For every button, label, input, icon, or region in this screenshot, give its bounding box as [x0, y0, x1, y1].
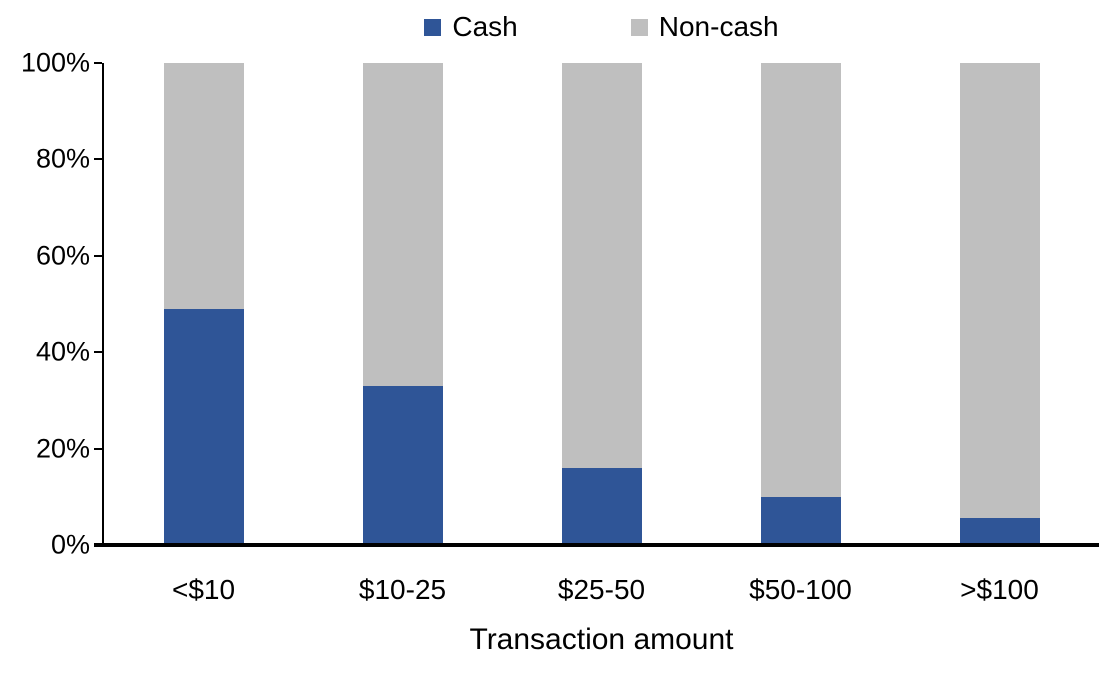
bar-100 — [959, 63, 1040, 545]
bar-segment-cash — [362, 385, 443, 545]
y-axis-tick-label: 20% — [35, 433, 90, 464]
legend-item: Non-cash — [630, 11, 779, 42]
bar-segment-non-cash — [561, 63, 642, 468]
legend-label: Cash — [452, 11, 518, 42]
y-axis-tick-label: 100% — [20, 47, 90, 78]
legend-swatch-icon — [424, 18, 442, 36]
bar-segment-non-cash — [959, 63, 1040, 519]
x-axis-category-label: $10-25 — [358, 574, 447, 605]
y-axis-tick-label: 40% — [35, 336, 90, 367]
legend-label: Non-cash — [658, 11, 779, 42]
y-axis-tick — [94, 447, 102, 450]
plot-area — [102, 63, 1099, 545]
x-axis-title: Transaction amount — [469, 623, 734, 656]
y-axis-tick-label: 0% — [50, 529, 90, 560]
x-axis-line — [94, 543, 1099, 547]
x-axis-category-label: $25-50 — [557, 574, 646, 605]
y-axis-tick — [94, 158, 102, 161]
bar-segment-cash — [561, 467, 642, 545]
bar-10 — [163, 63, 244, 545]
bar-segment-non-cash — [760, 63, 841, 497]
y-axis-tick — [94, 351, 102, 354]
bar-segment-non-cash — [362, 63, 443, 386]
y-axis-tick-label: 60% — [35, 240, 90, 271]
x-axis-category-label: $50-100 — [749, 574, 852, 605]
x-axis-category-label: <$10 — [171, 574, 236, 605]
chart-legend: Cash Non-cash — [104, 12, 1099, 42]
bar-segment-cash — [163, 308, 244, 545]
bar-segment-non-cash — [163, 63, 244, 309]
bar-10-25 — [362, 63, 443, 545]
y-axis-tick — [94, 62, 102, 64]
y-axis-line — [102, 63, 104, 545]
bar-segment-cash — [760, 496, 841, 545]
bar-50-100 — [760, 63, 841, 545]
bar-25-50 — [561, 63, 642, 545]
legend-swatch-icon — [630, 18, 648, 36]
bar-segment-cash — [959, 518, 1040, 545]
x-axis-category-label: >$100 — [960, 574, 1039, 605]
y-axis-tick — [94, 254, 102, 257]
y-axis-tick-label: 80% — [35, 143, 90, 174]
legend-item: Cash — [424, 11, 518, 42]
